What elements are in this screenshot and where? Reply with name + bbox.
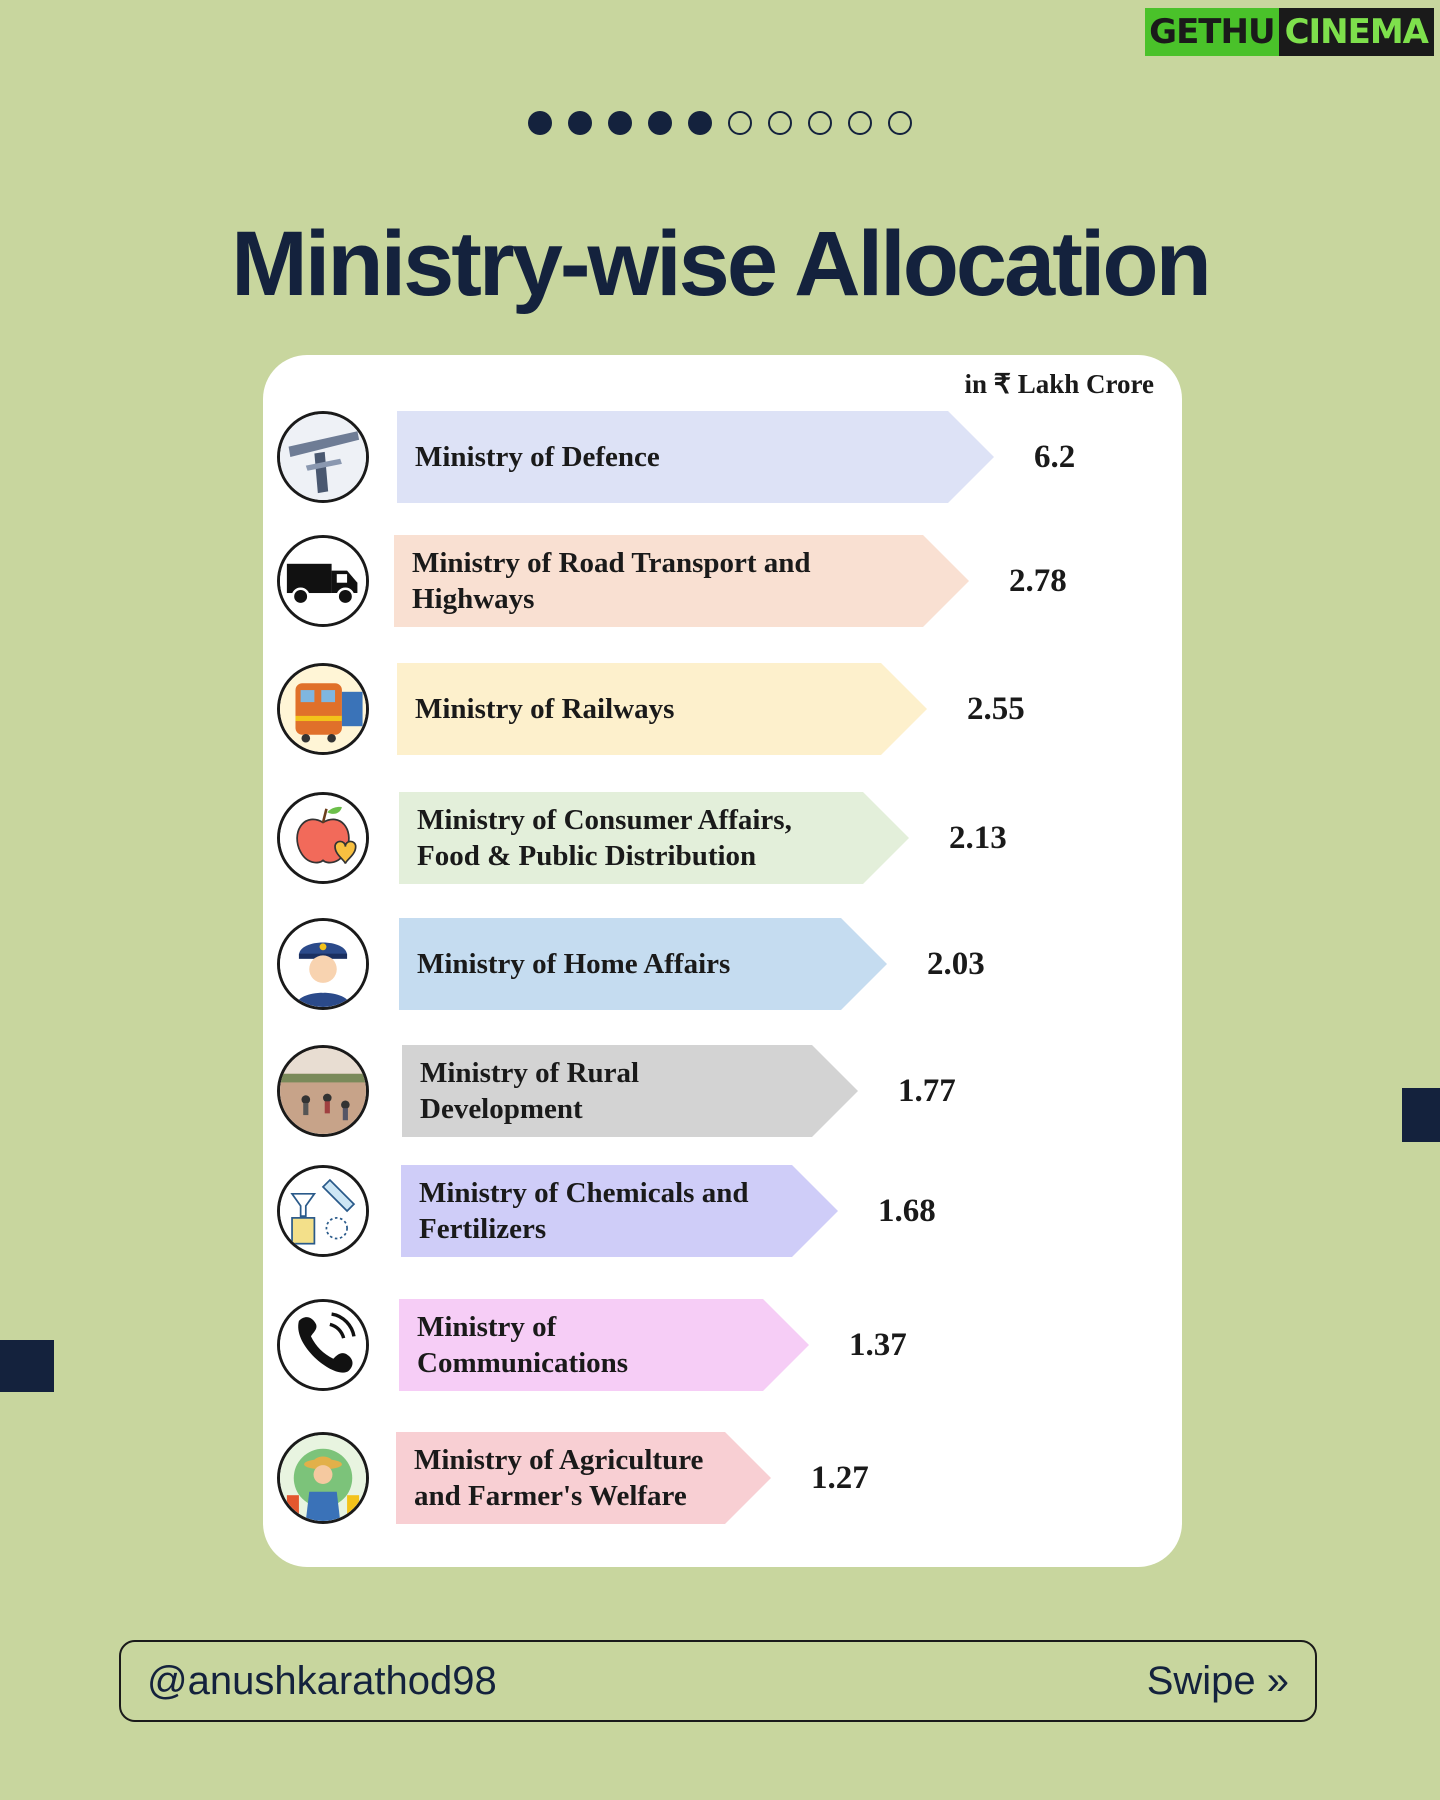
chart-bar-row: Ministry of Rural Development 1.77 xyxy=(263,1045,1182,1137)
data-label: 2.13 xyxy=(949,819,1007,856)
bridge-icon xyxy=(277,411,369,503)
page-dot[interactable] xyxy=(688,111,712,135)
bar-label-line: Ministry of Consumer Affairs, xyxy=(417,804,792,836)
bar-label-line: Ministry of Home Affairs xyxy=(417,948,731,980)
swipe-button[interactable]: Swipe » xyxy=(1146,1659,1289,1703)
chart-bar-row: Ministry of Chemicals and Fertilizers 1.68 xyxy=(263,1165,1182,1257)
page-dot[interactable] xyxy=(528,111,552,135)
truck-icon xyxy=(277,535,369,627)
page-dot[interactable] xyxy=(568,111,592,135)
bar-label-line: Ministry of Rural xyxy=(420,1057,640,1089)
bar-label-line: Communications xyxy=(417,1347,629,1379)
data-label: 2.55 xyxy=(967,690,1025,727)
apple-icon xyxy=(277,792,369,884)
watermark-part2: CINEMA xyxy=(1278,8,1434,56)
chart-card: in ₹ Lakh Crore Ministry of Defence 6.2 Mi… xyxy=(263,355,1182,1567)
data-label: 2.03 xyxy=(927,945,985,982)
author-handle[interactable]: @anushkarathod98 xyxy=(147,1659,497,1703)
pagination-dots xyxy=(0,111,1440,135)
farmer-icon xyxy=(277,1432,369,1524)
bar-label-line: Fertilizers xyxy=(419,1213,547,1245)
chart-bar xyxy=(396,1432,771,1524)
chart-bar xyxy=(401,1165,838,1257)
chart-bar xyxy=(399,1299,809,1391)
page-dot[interactable] xyxy=(888,111,912,135)
telephone-icon xyxy=(277,1299,369,1391)
bar-label: Ministry of Home Affairs xyxy=(417,918,855,1010)
data-label: 1.27 xyxy=(811,1459,869,1496)
bar-label-line: Development xyxy=(420,1093,583,1125)
data-label: 2.78 xyxy=(1009,562,1067,599)
bar-label: Ministry of Communications xyxy=(417,1299,777,1391)
chart-bar xyxy=(397,411,994,503)
chart-bar xyxy=(394,535,969,627)
bar-label-line: Ministry of Chemicals and xyxy=(419,1177,749,1209)
bar-label-line: Ministry of Road Transport and xyxy=(412,547,811,579)
data-label: 1.37 xyxy=(849,1326,907,1363)
bar-label: Ministry of Defence xyxy=(415,411,962,503)
data-label: 1.68 xyxy=(878,1192,936,1229)
data-label: 6.2 xyxy=(1034,438,1076,475)
data-label: 1.77 xyxy=(898,1072,956,1109)
bar-label-line: Ministry of Agriculture xyxy=(414,1444,704,1476)
lab-flask-icon xyxy=(277,1165,369,1257)
page-dot[interactable] xyxy=(608,111,632,135)
train-icon xyxy=(277,663,369,755)
watermark-logo: GETHU CINEMA xyxy=(1145,8,1434,56)
chart-bar xyxy=(397,663,927,755)
field-workers-icon xyxy=(277,1045,369,1137)
chart-bar xyxy=(399,918,887,1010)
bar-label-line: Ministry of xyxy=(417,1311,557,1343)
page-title: Ministry-wise Allocation xyxy=(231,213,1212,315)
chart-bar-row: Ministry of Defence 6.2 xyxy=(263,411,1182,503)
bar-label-line: Food & Public Distribution xyxy=(417,840,757,872)
police-officer-icon xyxy=(277,918,369,1010)
page-dot[interactable] xyxy=(648,111,672,135)
page-dot[interactable] xyxy=(768,111,792,135)
chart-bar-row: Ministry of Agriculture and Farmer's Welf… xyxy=(263,1432,1182,1524)
bar-label: Ministry of Chemicals and Fertilizers xyxy=(419,1165,806,1257)
chart-bar-row: Ministry of Consumer Affairs, Food & Publ… xyxy=(263,792,1182,884)
chart-bar xyxy=(402,1045,858,1137)
bar-label-line: Highways xyxy=(412,583,535,615)
chart-bar-row: Ministry of Home Affairs 2.03 xyxy=(263,918,1182,1010)
chart-bar-row: Ministry of Road Transport and Highways 2.… xyxy=(263,535,1182,627)
bar-label-line: Ministry of Defence xyxy=(415,441,660,473)
bar-label: Ministry of Agriculture and Farmer's Welf… xyxy=(414,1432,739,1524)
page-dot[interactable] xyxy=(808,111,832,135)
chart-bar-row: Ministry of Communications 1.37 xyxy=(263,1299,1182,1391)
page-dot[interactable] xyxy=(848,111,872,135)
bar-label: Ministry of Rural Development xyxy=(420,1045,826,1137)
chart-bar xyxy=(399,792,909,884)
bar-label: Ministry of Road Transport and Highways xyxy=(412,535,937,627)
chart-bar-row: Ministry of Railways 2.55 xyxy=(263,663,1182,755)
bar-label: Ministry of Railways xyxy=(415,663,895,755)
decor-square-right xyxy=(1402,1088,1440,1142)
page-dot[interactable] xyxy=(728,111,752,135)
bar-label-line: Ministry of Railways xyxy=(415,693,675,725)
footer-bar: @anushkarathod98 Swipe » xyxy=(119,1640,1317,1722)
bar-label: Ministry of Consumer Affairs, Food & Publ… xyxy=(417,792,877,884)
bar-label-line: and Farmer's Welfare xyxy=(414,1480,687,1512)
unit-label: in ₹ Lakh Crore xyxy=(964,369,1154,399)
decor-square-left xyxy=(0,1340,54,1392)
watermark-part1: GETHU xyxy=(1145,8,1279,56)
